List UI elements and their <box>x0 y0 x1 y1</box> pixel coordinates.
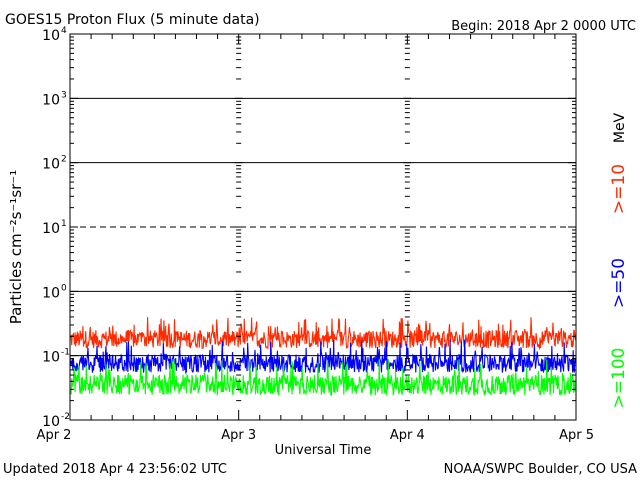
series-line <box>69 339 577 375</box>
x-tick-label: Apr 4 <box>390 428 425 443</box>
y-tick-label: 10 <box>42 92 60 108</box>
grid-layer <box>70 97 576 357</box>
y-tick-label: 10 <box>42 285 60 301</box>
series-line <box>69 358 577 396</box>
begin-time: Begin: 2018 Apr 2 0000 UTC <box>451 19 636 34</box>
y-tick-label: 10 <box>42 28 60 44</box>
legend-series-100mev: >=100 <box>609 348 629 409</box>
y-tick-label: 10 <box>42 414 60 430</box>
series-layer <box>69 317 577 396</box>
x-tick-label: Apr 2 <box>37 428 72 443</box>
y-tick-exponent: 2 <box>61 155 67 165</box>
legend-series-10mev: >=10 <box>609 164 629 214</box>
y-tick-label: 10 <box>42 350 60 366</box>
x-tick-label: Apr 3 <box>221 428 256 443</box>
y-tick-exponent: 4 <box>61 26 67 36</box>
y-axis-label: Particles cm⁻²s⁻¹sr⁻¹ <box>7 170 25 324</box>
legend-series-50mev: >=50 <box>609 258 629 308</box>
credit-text: NOAA/SWPC Boulder, CO USA <box>444 462 637 477</box>
y-tick-exponent: -1 <box>61 348 70 358</box>
x-axis-label: Universal Time <box>275 443 372 458</box>
unit-label: MeV <box>612 112 628 143</box>
y-tick-exponent: 0 <box>61 283 67 293</box>
y-tick-exponent: -2 <box>61 412 70 422</box>
y-tick-exponent: 1 <box>61 219 67 229</box>
y-tick-label: 10 <box>42 221 60 237</box>
x-tick-label: Apr 5 <box>559 428 594 443</box>
updated-timestamp: Updated 2018 Apr 4 23:56:02 UTC <box>3 462 227 477</box>
series-line <box>69 317 577 351</box>
y-tick-label: 10 <box>42 157 60 173</box>
chart-title: GOES15 Proton Flux (5 minute data) <box>5 12 260 28</box>
y-tick-exponent: 3 <box>61 90 67 100</box>
